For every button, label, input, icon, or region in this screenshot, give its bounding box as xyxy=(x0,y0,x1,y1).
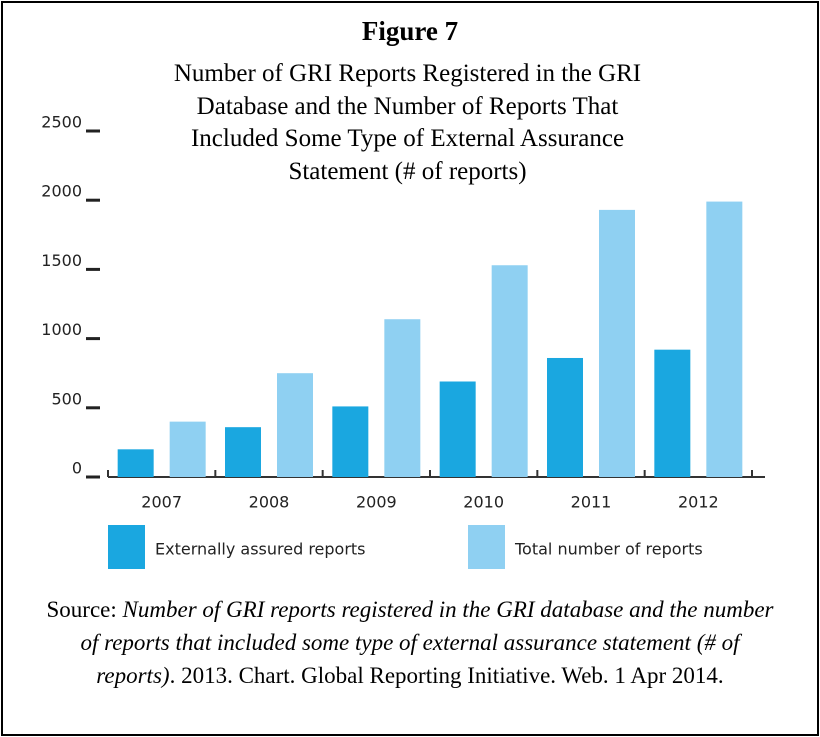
legend-swatch xyxy=(108,525,145,569)
bar xyxy=(547,357,583,477)
bar xyxy=(332,406,369,477)
x-tick-label: 2009 xyxy=(356,493,397,512)
source-suffix: . 2013. Chart. Global Reporting Initiati… xyxy=(169,663,724,688)
y-tick-label: 1000 xyxy=(41,320,82,339)
x-tick-label: 2008 xyxy=(249,493,290,512)
legend-swatch xyxy=(468,525,505,569)
x-tick-label: 2012 xyxy=(678,493,719,512)
y-tick-label: 500 xyxy=(51,389,82,408)
y-tick-label: 2500 xyxy=(41,113,82,132)
bar xyxy=(654,349,691,477)
bar xyxy=(491,265,528,477)
source-prefix: Source: xyxy=(46,597,123,622)
y-tick-label: 2000 xyxy=(41,182,82,201)
x-tick-label: 2010 xyxy=(463,493,504,512)
bar xyxy=(169,421,206,477)
y-tick-label: 1500 xyxy=(41,251,82,270)
x-tick-label: 2007 xyxy=(141,493,182,512)
bar xyxy=(439,381,476,477)
legend-label: Total number of reports xyxy=(514,540,703,559)
y-tick-label: 0 xyxy=(72,459,82,478)
bar xyxy=(599,209,635,477)
legend-label: Externally assured reports xyxy=(155,540,366,559)
x-tick-label: 2011 xyxy=(571,493,612,512)
bar xyxy=(117,449,154,477)
bar xyxy=(225,427,261,477)
chart-subtitle: Number of GRI Reports Registered in the … xyxy=(173,60,642,185)
source-note: Source: Number of GRI reports registered… xyxy=(40,593,780,692)
bar xyxy=(706,201,743,478)
source-work: Number of GRI reports registered in the … xyxy=(80,597,774,688)
bar xyxy=(384,319,421,477)
bar xyxy=(277,373,313,477)
chart-title: Figure 7 xyxy=(361,16,459,46)
